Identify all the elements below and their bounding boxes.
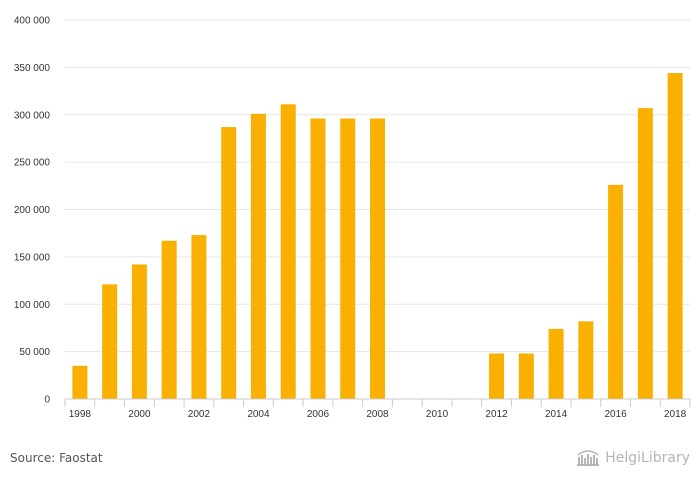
- y-tick-label: 300 000: [14, 110, 51, 121]
- x-tick-label: 2008: [366, 409, 389, 420]
- bar-2015: [578, 321, 594, 399]
- y-tick-label: 0: [44, 395, 50, 406]
- bar-2012: [489, 353, 505, 399]
- library-icon: [577, 450, 600, 466]
- x-tick-label: 2014: [545, 409, 568, 420]
- x-tick-label: 2002: [188, 409, 211, 420]
- bar-chart: 0 50 000 100 000 150 000 200 000 250 000 300 0…: [14, 16, 691, 420]
- source-label: Source: Faostat: [10, 451, 103, 465]
- bar-2002: [191, 235, 207, 399]
- y-tick-label: 100 000: [14, 300, 51, 311]
- bar-2017: [637, 108, 653, 400]
- bar-2005: [280, 104, 296, 399]
- y-tick-label: 350 000: [14, 63, 51, 74]
- y-tick-label: 400 000: [14, 16, 51, 27]
- brand-logo: HelgiLibrary: [575, 449, 690, 467]
- bar-1998: [72, 365, 88, 399]
- x-tick-label: 2004: [247, 409, 270, 420]
- bar-2018: [667, 73, 683, 399]
- brand-name: HelgiLibrary: [605, 450, 690, 466]
- y-tick-label: 250 000: [14, 158, 51, 169]
- y-tick-label: 200 000: [14, 205, 51, 216]
- x-tick-label: 2000: [128, 409, 151, 420]
- x-tick-label: 1998: [69, 409, 92, 420]
- x-tick-label: 2010: [426, 409, 449, 420]
- x-tick-label: 2006: [307, 409, 330, 420]
- bar-1999: [102, 284, 118, 399]
- bar-2001: [161, 240, 177, 399]
- bar-2014: [548, 328, 564, 399]
- bar-2004: [250, 113, 266, 400]
- x-tick-label: 2012: [485, 409, 508, 420]
- bars: [72, 73, 683, 400]
- y-tick-label: 150 000: [14, 252, 51, 263]
- bar-2016: [608, 184, 624, 399]
- y-tick-label: 50 000: [19, 347, 50, 358]
- y-axis-tick-labels: 0 50 000 100 000 150 000 200 000 250 000 300 0…: [14, 16, 51, 406]
- bar-2006: [310, 118, 326, 399]
- x-axis-ticks: 1998 2000 2002 2004 2006 2008 2010 2012 2014 2016…: [64, 399, 691, 420]
- bar-2008: [370, 118, 385, 399]
- bar-2013: [518, 353, 534, 399]
- bar-2000: [131, 264, 147, 399]
- bar-2003: [221, 127, 237, 399]
- x-tick-label: 2016: [604, 409, 627, 420]
- bar-2007: [340, 118, 356, 399]
- x-tick-label: 2018: [664, 409, 687, 420]
